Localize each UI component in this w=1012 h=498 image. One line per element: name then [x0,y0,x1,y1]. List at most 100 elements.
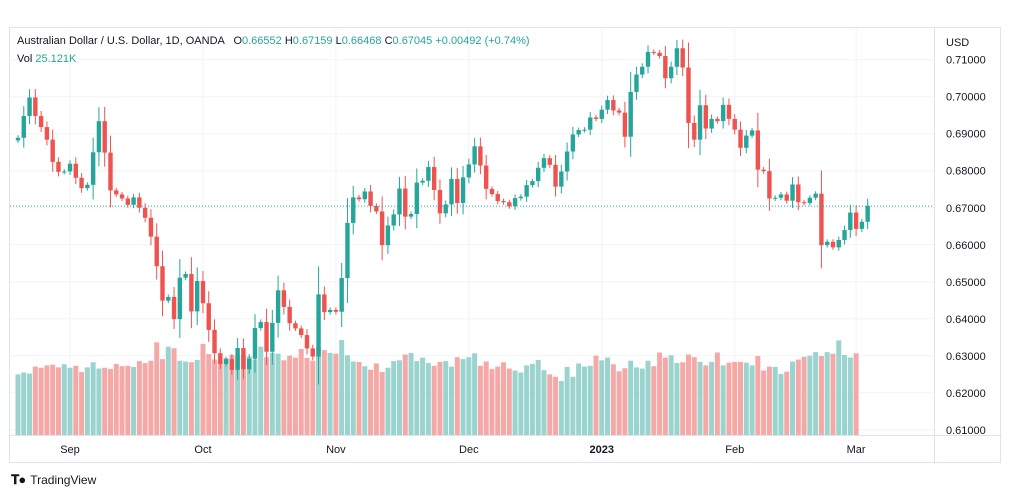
volume-bar [772,366,778,435]
legend-open: 0.66552 [242,35,282,47]
volume-bar [408,352,414,435]
candle-body [605,100,610,110]
volume-bar [541,370,547,435]
volume-bar [38,367,44,435]
candle-body [703,105,709,129]
candle-body [628,91,633,137]
volume-bar [691,357,697,435]
candle-body [634,74,639,92]
volume-bar [321,350,327,435]
candle-body [819,193,824,246]
volume-bar [252,359,258,435]
candle-body [177,277,183,320]
volume-bar [443,361,449,435]
volume-bar [512,370,518,435]
volume-bar [599,360,605,435]
candle-body [536,167,541,182]
candle-body [564,151,570,172]
candle-body [73,163,78,178]
x-tick-label: Dec [459,444,479,456]
volume-bar [761,370,767,435]
volume-bar [818,356,824,435]
volume-bar [246,356,252,435]
candle-body [749,130,755,136]
candle-body [547,158,552,165]
candle-body [200,281,206,304]
candle-body [825,241,830,246]
x-tick-label: Sep [60,444,80,456]
candle-body [287,306,292,324]
y-tick-label: 0.62000 [946,388,986,400]
volume-bar [90,362,96,435]
candle-body [455,178,460,203]
volume-bar [685,354,691,435]
volume-bar [287,355,293,435]
volume-bar [807,355,813,435]
volume-bar [55,367,61,435]
candle-body [414,182,420,215]
candle-body [154,236,159,267]
brand-name: TradingView [30,473,97,487]
volume-bar [154,342,160,435]
volume-bar [310,360,316,435]
candlestick-chart[interactable]: 0.71000 0.70000 0.69000 0.68000 0.67000 0.660… [10,28,1002,464]
candle-body [218,353,223,364]
legend-high: 0.67159 [292,35,333,47]
candle-body [426,167,431,181]
candle-body [593,117,599,119]
candle-body [223,359,229,364]
volume-bar [524,365,530,435]
volume-bar [668,355,674,435]
candle-body [304,335,310,349]
candle-body [616,110,622,113]
candle-body [507,202,512,207]
volume-bar [622,368,628,435]
candle-body [368,191,373,206]
candle-body [501,201,506,203]
volume-bar [177,360,183,435]
candle-body [229,359,235,370]
volume-bar [425,363,431,435]
candle-body [640,66,645,75]
candle-body [611,100,616,111]
volume-bar [645,360,651,435]
y-tick-label: 0.71000 [946,55,986,67]
candle-body [90,152,96,185]
candle-body [830,241,836,248]
candle-body [738,129,743,148]
candle-body [275,290,281,323]
volume-bar [547,374,553,435]
candle-body [686,67,691,124]
volume-bar [350,361,356,435]
volume-bar [275,353,281,435]
candle-body [137,197,142,208]
candle-body [322,294,327,313]
candle-body [460,177,466,203]
y-tick-label: 0.61000 [946,425,986,437]
tradingview-brand[interactable]: 𝐓● TradingView [11,472,96,488]
candle-body [512,198,518,207]
candle-body [379,211,385,246]
candle-body [21,115,26,138]
volume-bar [587,365,593,435]
volume-bar [749,365,755,435]
volume-bar [142,363,148,435]
candle-body [27,97,32,116]
candle-body [362,191,367,200]
volume-bar [755,356,761,435]
candle-body [316,294,321,357]
candle-body [813,193,818,198]
candle-body [119,194,125,199]
candle-body [674,48,680,67]
volume-bar [396,360,402,435]
volume-bar [732,361,738,435]
volume-bar [553,376,559,435]
candle-body [767,171,772,199]
currency-label: USD [946,37,969,49]
candle-body [697,105,703,140]
volume-bar [720,365,726,435]
candle-body [33,97,38,116]
volume-bar [160,359,165,435]
candle-body [264,322,269,352]
chart-legend: Australian Dollar / U.S. Dollar, 1D, OAN… [17,35,530,47]
